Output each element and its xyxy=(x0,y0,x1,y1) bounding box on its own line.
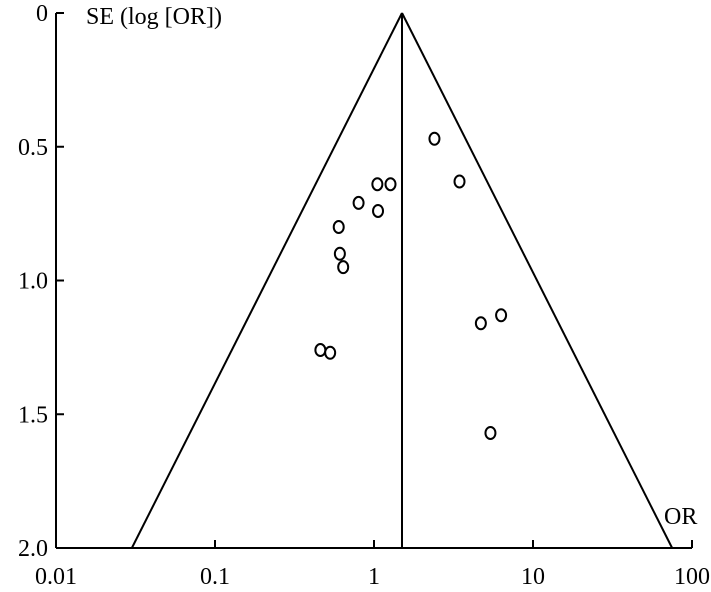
study-point xyxy=(372,203,385,218)
y-tick-label: 0 xyxy=(36,1,48,27)
study-point xyxy=(428,131,441,146)
study-point xyxy=(337,260,350,275)
study-point xyxy=(474,316,487,331)
x-axis-title: OR xyxy=(664,504,697,530)
x-tick-label: 100 xyxy=(674,564,710,590)
study-point xyxy=(484,425,497,440)
data-points xyxy=(314,131,508,440)
x-tick-label: 0.01 xyxy=(35,564,77,590)
funnel-left-bound xyxy=(130,12,403,549)
y-tick-label: 0.5 xyxy=(18,135,48,161)
axes xyxy=(55,12,693,549)
y-axis-title: SE (log [OR]) xyxy=(86,4,222,30)
y-tick-label: 1.5 xyxy=(18,402,48,428)
study-point xyxy=(333,246,346,261)
y-tick-label: 2.0 xyxy=(18,536,48,562)
x-tick-label: 0.1 xyxy=(200,564,230,590)
study-point xyxy=(332,220,345,234)
funnel-lines xyxy=(130,12,674,549)
study-point xyxy=(324,345,337,360)
study-point xyxy=(384,177,397,192)
x-tick-label: 10 xyxy=(521,564,545,590)
study-point xyxy=(453,174,466,189)
tick-labels: 0 0.5 1.0 1.5 2.00.01 0.1 1 10 100 xyxy=(18,1,710,590)
y-tick-label: 1.0 xyxy=(18,269,48,295)
funnel-right-bound xyxy=(401,12,674,549)
x-tick-label: 1 xyxy=(368,564,380,590)
study-point xyxy=(352,195,365,210)
study-point xyxy=(314,343,327,358)
study-point xyxy=(371,177,384,192)
study-point xyxy=(495,308,508,323)
